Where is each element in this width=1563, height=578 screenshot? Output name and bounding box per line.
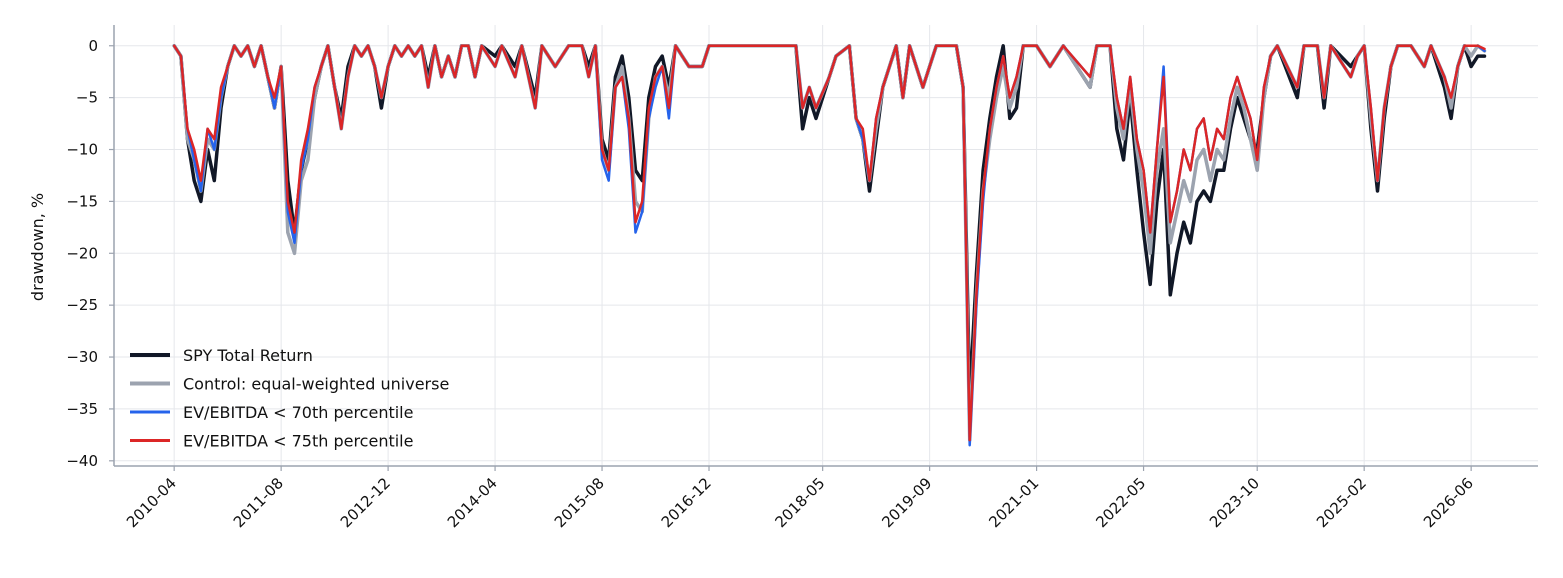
legend: SPY Total Return Control: equal-weighted … — [130, 346, 449, 451]
y-tick-label: −5 — [76, 89, 98, 107]
y-tick-label: −15 — [66, 192, 98, 210]
y-tick-label: −40 — [66, 452, 98, 470]
y-ticks: 0 −5 −10 −15 −20 −25 −30 −35 −40 — [66, 37, 114, 470]
y-tick-label: −10 — [66, 141, 98, 159]
legend-label: Control: equal-weighted universe — [183, 375, 449, 394]
y-tick-label: −20 — [66, 244, 98, 262]
y-axis-title: drawdown, % — [28, 193, 47, 301]
series-layer — [172, 44, 1487, 447]
series-line-4 — [172, 44, 1486, 442]
y-tick-label: −35 — [66, 400, 98, 418]
grid-lines — [114, 25, 1538, 466]
legend-label: EV/EBITDA < 75th percentile — [183, 432, 413, 451]
y-tick-label: 0 — [88, 37, 98, 55]
y-tick-label: −30 — [66, 348, 98, 366]
legend-label: EV/EBITDA < 70th percentile — [183, 403, 413, 422]
y-tick-label: −25 — [66, 296, 98, 314]
legend-label: SPY Total Return — [183, 346, 313, 365]
axes — [113, 25, 1538, 467]
